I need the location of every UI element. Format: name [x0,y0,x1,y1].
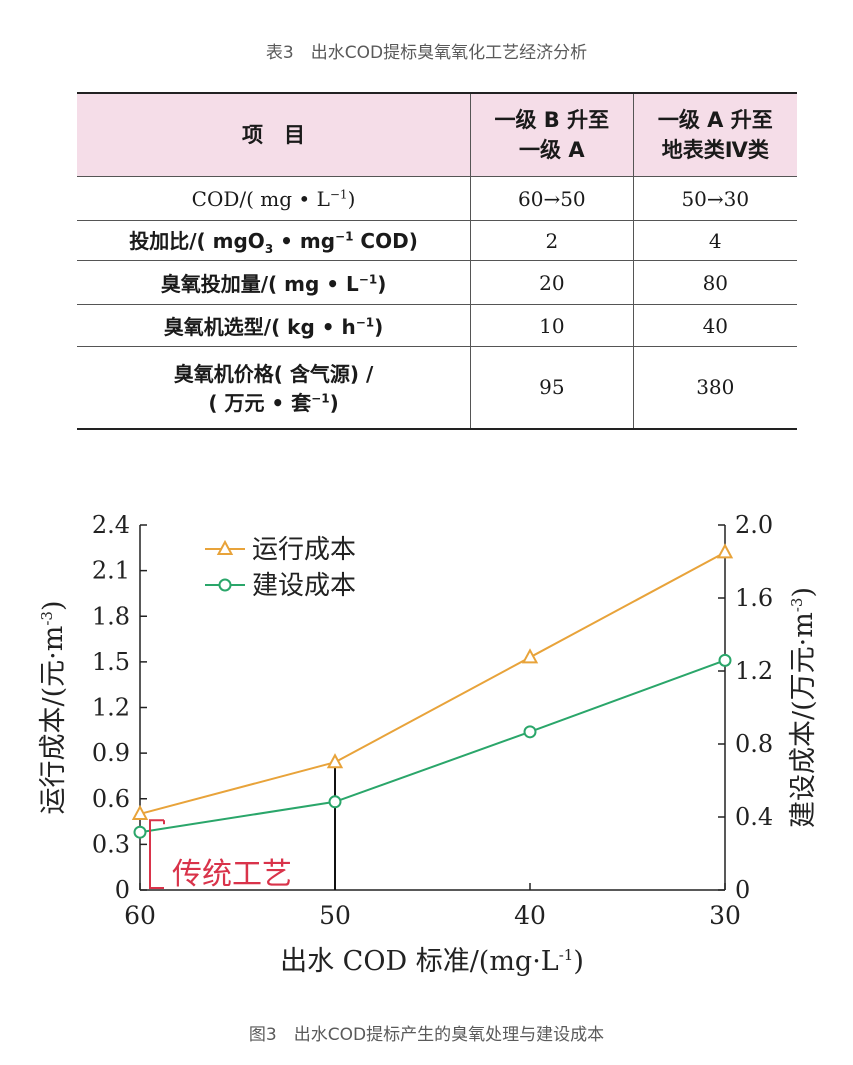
row-value: 10 [470,304,634,347]
table-row: COD/( mg • L−1) 60→50 50→30 [77,176,797,221]
header-col2: 一级 B 升至 一级 A [470,93,634,177]
data-point-triangle [131,804,149,820]
data-point-circle [718,653,732,667]
data-point-triangle [521,648,539,664]
table-caption: 表3 出水COD提标臭氧氧化工艺经济分析 [265,43,588,63]
x-tick-label: 50 [319,901,351,930]
row-value: 2 [470,220,634,261]
table-row: 投加比/( mgO3 • mg−1 COD) 2 4 [77,220,797,261]
row-label: 臭氧投加量/( mg • L−1) [77,260,472,305]
data-point-circle [133,825,147,839]
chart-marks: 传统工艺 [131,543,734,892]
row-value: 380 [632,346,797,429]
row-value: 95 [470,346,634,429]
table-row: 臭氧机选型/( kg • h−1) 10 40 [77,304,797,347]
row-label: 臭氧机价格( 含气源) /( 万元 • 套−1) [77,346,472,429]
x-tick-label: 40 [514,901,546,930]
right-tick-label: 1.2 [735,657,773,685]
row-value: 40 [632,304,797,347]
left-tick-label: 0.9 [92,739,130,767]
right-tick-label: 0 [735,876,750,904]
left-tick-label: 2.4 [92,511,130,539]
left-tick-label: 1.5 [92,648,130,676]
right-axis-title: 建设成本/(万元·m-3) [788,587,819,828]
chart-axes: 0 0.3 0.6 0.9 1.2 1.5 1.8 2.1 2.4 0 0.4 0.8 1.2 1.6 2.… [92,511,773,930]
cost-line-chart: 0 0.3 0.6 0.9 1.2 1.5 1.8 2.1 2.4 0 0.4 0.8 1.2 1.6 2.… [38,511,819,977]
left-tick-label: 0.6 [92,785,130,813]
header-item: 项 目 [77,93,472,177]
legend-label: 建设成本 [252,571,356,601]
annotation-label: 传统工艺 [172,857,292,892]
header-col3: 一级 A 升至 地表类Ⅳ类 [632,93,797,177]
left-tick-label: 0 [115,876,130,904]
x-tick-label: 30 [709,901,741,930]
legend-marker-circle [218,578,232,592]
left-tick-label: 2.1 [92,557,130,585]
left-tick-label: 1.2 [92,694,130,722]
row-label: COD/( mg • L−1) [77,176,472,221]
x-axis-title: 出水 COD 标准/(mg·L-1) [280,946,584,977]
left-tick-label: 1.8 [92,602,130,630]
row-value: 4 [632,220,797,261]
row-label: 投加比/( mgO3 • mg−1 COD) [77,220,472,261]
right-tick-label: 1.6 [735,584,773,612]
legend-marker-triangle [216,539,234,555]
x-tick-label: 60 [124,901,156,930]
series-line-运行成本 [139,551,726,815]
row-value: 20 [470,260,634,305]
data-point-triangle [716,543,734,559]
row-value: 80 [632,260,797,305]
economic-analysis-table: 项 目 一级 B 升至 一级 A 一级 A 升至 地表类Ⅳ类 COD/( mg • … [77,92,797,430]
series-line-建设成本 [139,659,726,834]
right-tick-label: 2.0 [735,511,773,539]
right-tick-label: 0.8 [735,730,773,758]
left-axis-title: 运行成本/(元·m-3) [38,601,69,815]
data-point-circle [523,725,537,739]
left-tick-label: 0.3 [92,830,130,858]
row-value: 50→30 [632,176,797,221]
row-value: 60→50 [470,176,634,221]
right-tick-label: 0.4 [735,803,773,831]
annotation-bracket [149,819,164,889]
data-point-circle [328,795,342,809]
data-point-triangle [326,753,344,769]
row-label: 臭氧机选型/( kg • h−1) [77,304,472,347]
figure-caption: 图3 出水COD提标产生的臭氧处理与建设成本 [248,1025,605,1045]
table-row: 臭氧投加量/( mg • L−1) 20 80 [77,260,797,305]
legend-label: 运行成本 [252,535,356,565]
table-row: 臭氧机价格( 含气源) /( 万元 • 套−1) 95 380 [77,346,797,429]
chart-labels: 出水 COD 标准/(mg·L-1) 运行成本/(元·m-3) 建设成本/(万元·m… [38,587,819,977]
